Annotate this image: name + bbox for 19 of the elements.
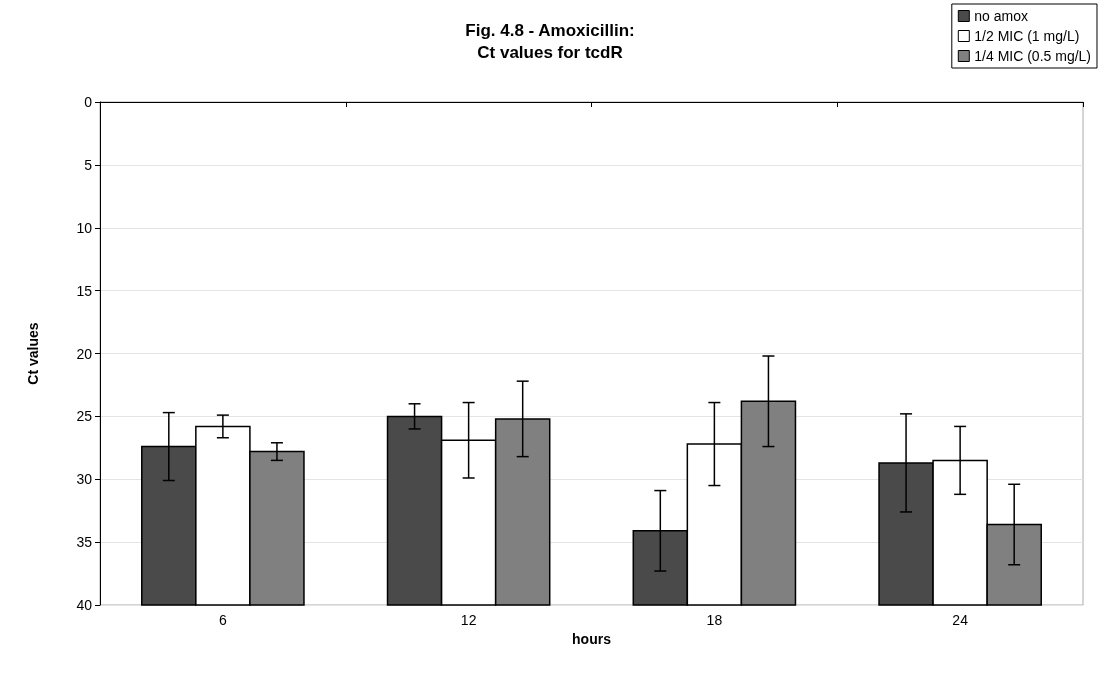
y-tick-label: 20 (76, 345, 93, 362)
x-axis-title: hours (572, 630, 612, 647)
y-tick-label: 15 (76, 282, 93, 299)
y-tick-label: 25 (76, 408, 93, 425)
y-tick-label: 30 (76, 471, 93, 488)
chart-title: Fig. 4.8 - Amoxicillin: Ct values for tcdR (465, 20, 635, 62)
y-tick-label: 35 (76, 534, 93, 551)
y-tick-label: 40 (76, 597, 93, 613)
y-tick-label: 0 (84, 94, 93, 110)
legend-label: no amox (974, 8, 1028, 24)
y-tick-label: 5 (84, 156, 93, 173)
legend-label: 1/4 MIC (0.5 mg/L) (974, 48, 1091, 64)
x-tick-label: 12 (460, 612, 477, 628)
y-axis-title: Ct values (25, 322, 41, 385)
legend-label: 1/2 MIC (1 mg/L) (974, 28, 1080, 44)
x-tick-label: 24 (952, 612, 969, 628)
x-tick-label: 18 (706, 612, 723, 628)
x-tick-label: 6 (218, 612, 227, 628)
y-tick-label: 10 (76, 219, 93, 236)
